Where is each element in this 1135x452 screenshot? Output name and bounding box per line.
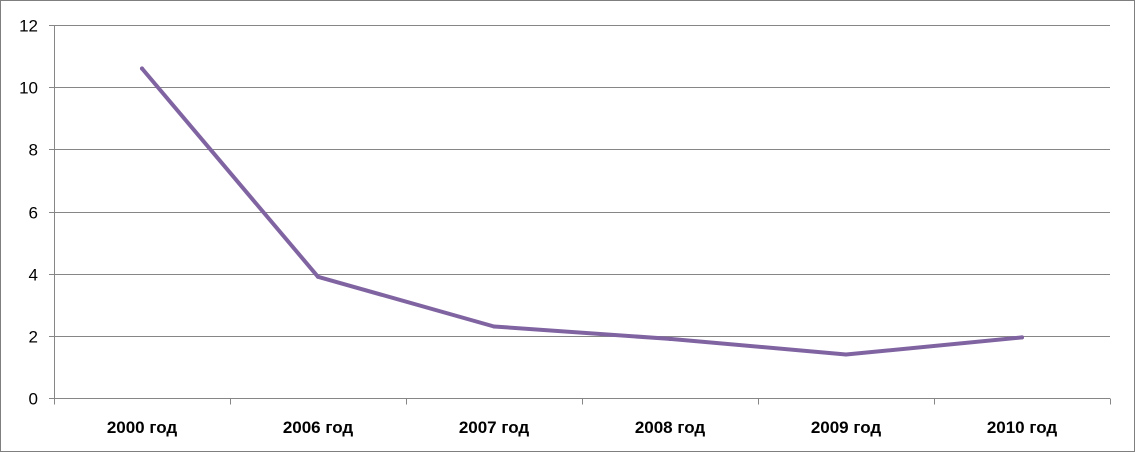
data-point	[844, 352, 848, 357]
x-tick-label: 2006 год	[283, 418, 354, 437]
data-point	[668, 336, 672, 341]
y-tick-label: 12	[19, 17, 38, 36]
y-tick-label: 6	[29, 204, 38, 223]
series-layer	[140, 66, 1024, 357]
x-tick-label: 2010 год	[987, 418, 1058, 437]
y-tick-label: 2	[29, 328, 38, 347]
x-tick-label: 2009 год	[811, 418, 882, 437]
x-axis-tick-labels: 2000 год 2006 год 2007 год 2008 год 2009 год…	[107, 418, 1058, 437]
y-tick-label: 4	[29, 266, 38, 285]
y-tick-label: 10	[19, 79, 38, 98]
data-point	[316, 274, 320, 279]
x-tick-label: 2000 год	[107, 418, 178, 437]
y-tick-label: 8	[29, 141, 38, 160]
series-line	[140, 66, 1024, 357]
axes	[49, 25, 1111, 405]
grid-lines	[54, 25, 1110, 337]
data-point	[1020, 335, 1024, 340]
x-tick-label: 2008 год	[635, 418, 706, 437]
y-tick-label: 0	[29, 390, 38, 409]
data-point	[492, 324, 496, 329]
data-point	[140, 66, 144, 71]
x-tick-label: 2007 год	[459, 418, 530, 437]
y-axis-tick-labels: 0 2 4 6 8 10 12	[19, 17, 38, 409]
